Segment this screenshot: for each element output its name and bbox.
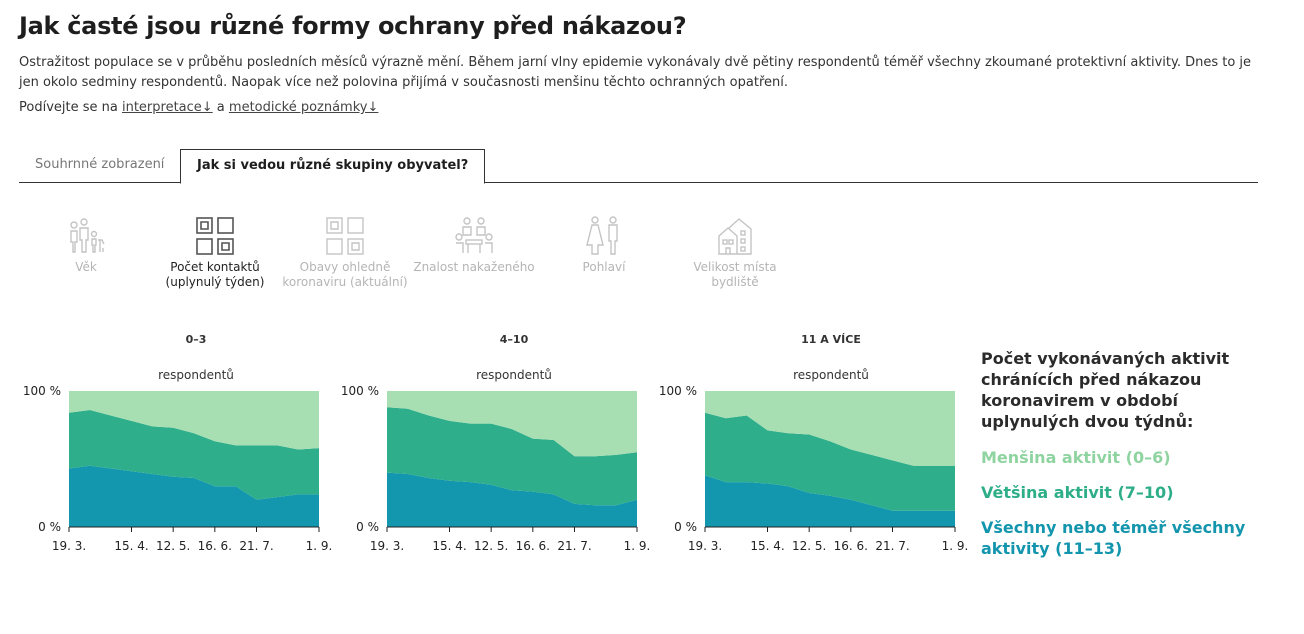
y-tick-label: 100 % xyxy=(659,384,697,398)
grid-contacts-icon xyxy=(196,217,234,255)
x-tick-label: 16. 6. xyxy=(516,539,550,553)
filter-knowledge[interactable]: Znalost nakaženého xyxy=(409,216,539,275)
x-tick-label: 16. 6. xyxy=(834,539,868,553)
x-tick-label: 19. 3. xyxy=(52,539,86,553)
panel-subtitle: respondentů xyxy=(158,368,234,382)
y-tick-label: 0 % xyxy=(38,520,61,534)
filter-concerns-label: Obavy ohledně koronaviru (aktuální) xyxy=(282,260,408,289)
x-tick-label: 19. 3. xyxy=(370,539,404,553)
interpretation-link[interactable]: interpretace↓ xyxy=(121,100,213,115)
x-tick-label: 12. 5. xyxy=(156,539,190,553)
view-tabs: Souhrnné zobrazení Jak si vedou různé sk… xyxy=(19,149,1258,184)
y-tick-label: 100 % xyxy=(23,384,61,398)
area-majority-activities xyxy=(69,410,319,500)
area-all-activities xyxy=(387,472,637,527)
x-tick-label: 1. 9. xyxy=(306,539,333,553)
x-tick-label: 12. 5. xyxy=(792,539,826,553)
legend-item-minority: Menšina aktivit (0–6) xyxy=(981,448,1171,467)
see-also-prefix: Podívejte se na xyxy=(19,100,122,115)
see-also-middle: a xyxy=(212,100,229,115)
tab-groups[interactable]: Jak si vedou různé skupiny obyvatel? xyxy=(180,149,486,184)
x-tick-label: 12. 5. xyxy=(474,539,508,553)
panel-title: 0–3 xyxy=(185,333,207,346)
area-all-activities xyxy=(705,475,955,527)
panel-subtitle: respondentů xyxy=(793,368,869,382)
panel-title: 11 A VÍCE xyxy=(801,333,861,346)
area-majority-activities xyxy=(387,407,637,506)
area-all-activities xyxy=(69,465,319,527)
people-age-icon xyxy=(70,218,105,253)
area-minority-activities xyxy=(387,391,637,457)
filter-contacts-label: Počet kontaktů (uplynulý týden) xyxy=(165,260,265,289)
legend-item-majority: Většina aktivit (7–10) xyxy=(981,483,1174,502)
y-tick-label: 0 % xyxy=(674,520,697,534)
methodology-link[interactable]: metodické poznámky↓ xyxy=(228,100,379,115)
filter-age[interactable]: Věk xyxy=(21,216,151,275)
legend-item-all: Všechny nebo téměř všechny aktivity (11–… xyxy=(981,518,1246,558)
panel-subtitle: respondentů xyxy=(476,368,552,382)
filter-concerns[interactable]: Obavy ohledně koronaviru (aktuální) xyxy=(280,216,410,290)
charts-area: 100 % 0 % 19. 3. 15. 4. 12. 5. 16. 6. 21. 7. 1.… xyxy=(23,384,969,553)
y-tick-label: 0 % xyxy=(356,520,379,534)
x-tick-label: 15. 4. xyxy=(114,539,148,553)
x-tick-label: 21. 7. xyxy=(557,539,591,553)
x-tick-label: 19. 3. xyxy=(688,539,722,553)
grid-concerns-icon xyxy=(326,217,364,255)
x-tick-label: 15. 4. xyxy=(432,539,466,553)
legend-title: Počet vykonávaných aktivit chránících př… xyxy=(981,349,1230,431)
filter-gender[interactable]: Pohlaví xyxy=(539,216,669,275)
people-meeting-icon xyxy=(455,217,493,253)
area-minority-activities xyxy=(69,391,319,450)
filter-residence[interactable]: Velikost místa bydliště xyxy=(670,216,800,290)
area-majority-activities xyxy=(705,412,955,511)
x-tick-label: 16. 6. xyxy=(198,539,232,553)
filter-age-label: Věk xyxy=(75,260,97,274)
x-tick-label: 15. 4. xyxy=(750,539,784,553)
see-also-line: Podívejte se na interpretace↓ a metodick… xyxy=(19,100,378,115)
page-title: Jak časté jsou různé formy ochrany před … xyxy=(19,12,687,40)
x-tick-label: 1. 9. xyxy=(624,539,651,553)
filter-contacts[interactable]: Počet kontaktů (uplynulý týden) xyxy=(150,216,280,290)
intro-text: Ostražitost populace se v průběhu posled… xyxy=(19,55,1252,90)
x-tick-label: 21. 7. xyxy=(875,539,909,553)
filter-gender-label: Pohlaví xyxy=(582,260,626,274)
panel-title: 4–10 xyxy=(499,333,529,346)
filter-knowledge-label: Znalost nakaženého xyxy=(413,260,535,274)
y-tick-label: 100 % xyxy=(341,384,379,398)
filter-residence-label: Velikost místa bydliště xyxy=(693,260,777,289)
houses-icon xyxy=(718,218,752,255)
x-tick-label: 1. 9. xyxy=(942,539,969,553)
area-minority-activities xyxy=(705,391,955,466)
gender-icon xyxy=(586,216,618,255)
x-tick-label: 21. 7. xyxy=(239,539,273,553)
tab-summary[interactable]: Souhrnné zobrazení xyxy=(35,157,165,172)
